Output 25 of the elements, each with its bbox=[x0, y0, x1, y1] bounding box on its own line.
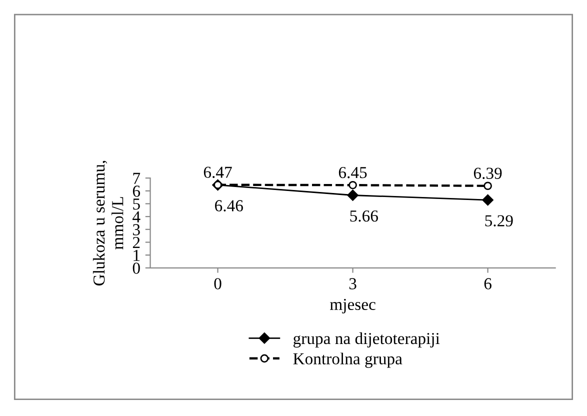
x-axis-title: mjesec bbox=[330, 298, 376, 314]
point bbox=[484, 182, 492, 190]
y-axis-title: Glukoza u serumu, mmol/L bbox=[92, 160, 124, 286]
data-label: 5.29 bbox=[485, 215, 513, 226]
y-tick-label: 2 bbox=[132, 236, 140, 248]
data-label: 6.39 bbox=[474, 168, 502, 180]
point bbox=[347, 190, 358, 201]
legend-label: grupa na dijetoterapiji bbox=[293, 332, 440, 348]
y-tick-label: 5 bbox=[133, 198, 140, 210]
x-tick-label: 3 bbox=[349, 278, 356, 290]
y-tick-label: 4 bbox=[132, 211, 140, 222]
point bbox=[482, 194, 494, 206]
data-label: 6.47 bbox=[204, 166, 232, 178]
data-label: 6.45 bbox=[338, 166, 367, 178]
x-tick-label: 6 bbox=[484, 278, 492, 290]
x-tick-label: 0 bbox=[214, 278, 222, 290]
data-label: 6.46 bbox=[215, 200, 243, 212]
y-tick-label: 3 bbox=[133, 224, 140, 236]
y-tick-label: 7 bbox=[133, 172, 140, 184]
y-tick-label: 1 bbox=[134, 250, 140, 261]
y-tick-label: 6 bbox=[132, 186, 140, 197]
data-label: 5.66 bbox=[350, 210, 378, 222]
point bbox=[348, 180, 357, 190]
y-tick-label: 0 bbox=[132, 262, 140, 274]
legend-label: Kontrolna grupa bbox=[293, 352, 402, 368]
